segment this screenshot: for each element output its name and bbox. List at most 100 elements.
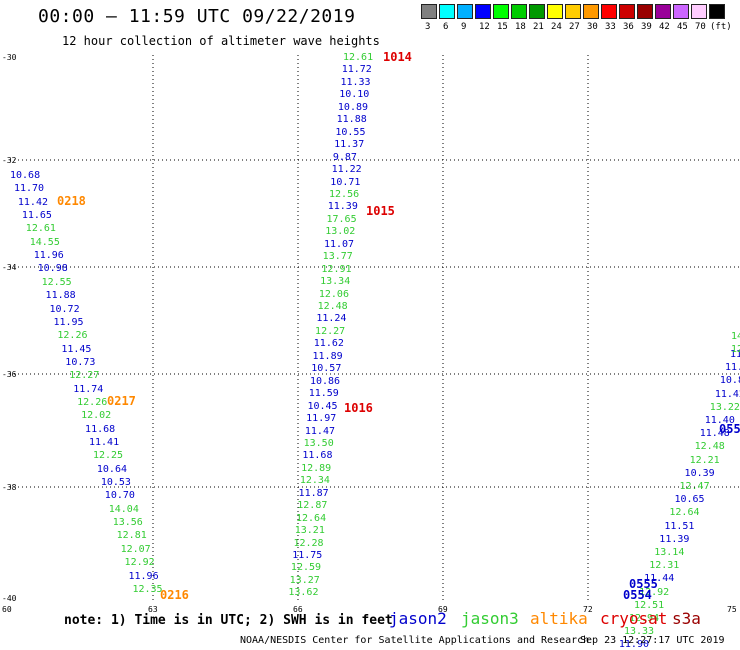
- wave-height-label: 10.71: [330, 176, 361, 188]
- wave-height-label: 13.14: [654, 547, 685, 558]
- wave-height-label: 12.81: [116, 530, 147, 542]
- wave-height-label: 11.68: [85, 423, 116, 435]
- legend-label: 15: [497, 22, 508, 32]
- legend-label: 24: [551, 22, 562, 32]
- lon-tick: 69: [438, 605, 448, 614]
- legend-swatch: [439, 4, 455, 19]
- wave-height-label: 10.73: [65, 356, 96, 368]
- lon-tick: 66: [293, 605, 303, 614]
- legend-label: (ft): [710, 22, 732, 32]
- wave-height-label: 10.45: [307, 400, 338, 412]
- legend-label: 39: [641, 22, 652, 32]
- wave-height-label: 13.56: [112, 517, 143, 529]
- legend-label: 42: [659, 22, 670, 32]
- wave-height-label: 12.27: [315, 325, 346, 337]
- wave-height-label: 12.61: [25, 223, 56, 235]
- wave-height-label: 11.62: [313, 338, 344, 350]
- wave-height-label: 13.50: [303, 437, 334, 449]
- legend-swatch: [709, 4, 725, 19]
- wave-height-label: 11.47: [304, 425, 335, 437]
- wave-height-label: 10.72: [49, 303, 80, 315]
- note: note: 1) Time is in UTC; 2) SWH is in fe…: [64, 613, 393, 628]
- wave-height-label: 13.34: [320, 276, 351, 288]
- legend-swatch: [655, 4, 671, 19]
- wave-height-label: 12.92: [639, 586, 670, 598]
- legend-label: 30: [587, 22, 598, 32]
- wave-height-label: 12.91: [321, 263, 352, 275]
- map-title: 00:00 – 11:59 UTC 09/22/2019: [38, 6, 356, 27]
- wave-height-label: 12.94: [629, 613, 660, 624]
- time-marker: 1014: [383, 50, 412, 64]
- legend-label: 21: [533, 22, 544, 32]
- wave-height-label: 13.77: [322, 251, 353, 263]
- lat-tick: -36: [2, 370, 17, 379]
- wave-height-label: 11.40: [704, 415, 735, 426]
- legend-swatch: [637, 4, 653, 19]
- sat-altika: altika: [530, 609, 588, 628]
- legend-label: 3: [425, 22, 431, 32]
- wave-height-label: 9.87: [332, 151, 357, 163]
- legend-label: 70: [695, 22, 706, 32]
- wave-height-label: 12.02: [81, 410, 112, 422]
- legend-swatch: [601, 4, 617, 19]
- wave-height-label: 11.97: [306, 413, 337, 425]
- legend-swatch: [511, 4, 527, 19]
- wave-height-label: 13.22: [709, 401, 740, 413]
- map-subtitle: 12 hour collection of altimeter wave hei…: [62, 34, 380, 48]
- wave-height-label: 14.04: [108, 503, 139, 515]
- wave-height-label: 12.55: [41, 276, 72, 288]
- wave-height-label: 11.45: [61, 343, 92, 355]
- wave-height-label: 11.74: [73, 383, 104, 395]
- time-marker: 0554: [623, 588, 652, 602]
- legend-swatch: [457, 4, 473, 19]
- generated-timestamp: Sep 23 12:27:17 UTC 2019: [580, 635, 725, 646]
- legend-swatch: [493, 4, 509, 19]
- wave-height-label: 11.33: [340, 76, 371, 88]
- wave-height-label: 10.86: [309, 375, 341, 387]
- wave-height-label: 11.37: [334, 139, 365, 151]
- legend-label: 18: [515, 22, 526, 32]
- wave-height-label: 12.64: [296, 512, 327, 524]
- wave-height-label: 11.88: [336, 114, 367, 126]
- wave-height-label: 12.89: [301, 462, 332, 474]
- wave-height-label: 12.27: [69, 370, 100, 382]
- wave-height-label: 10.10: [339, 89, 370, 101]
- wave-height-label: 13.62: [288, 587, 319, 599]
- wave-height-label: 12.47: [679, 481, 710, 492]
- wave-height-label: 11.90: [618, 639, 649, 650]
- wave-height-label: 12.26: [77, 396, 108, 408]
- wave-height-label: 12.34: [299, 475, 330, 487]
- time-marker: 0555: [629, 577, 658, 591]
- legend-swatch: [583, 4, 599, 19]
- wave-height-label: 10.39: [684, 467, 715, 479]
- legend-label: 9: [461, 22, 467, 32]
- wave-height-label: 11.22: [331, 164, 362, 176]
- wave-height-label: 13.27: [289, 574, 320, 586]
- wave-height-label: 11.87: [298, 487, 329, 499]
- wave-height-label: 12.92: [124, 557, 155, 569]
- legend-label: 6: [443, 22, 449, 32]
- time-marker: 055: [719, 422, 740, 436]
- wave-height-label: 12.35: [132, 583, 163, 595]
- wave-height-label: 11.20: [724, 362, 740, 374]
- wave-height-label: 10.89: [337, 101, 369, 113]
- wave-height-label: 10.65: [674, 494, 705, 506]
- legend-swatch: [547, 4, 563, 19]
- wave-height-label: 12.48: [694, 441, 725, 453]
- time-marker: 0216: [160, 588, 189, 602]
- wave-height-label: 10.98: [37, 263, 68, 275]
- wave-height-label: 10.70: [104, 490, 135, 502]
- wave-height-label: 11.42: [714, 388, 740, 400]
- lat-tick: -40: [2, 594, 17, 603]
- legend-swatch: [691, 4, 707, 19]
- wave-height-label: 13.02: [325, 226, 356, 238]
- wave-height-label: 11.65: [21, 210, 52, 222]
- lat-tick: -38: [2, 483, 17, 492]
- lon-tick: 75: [727, 605, 737, 614]
- wave-height-label: 11.72: [341, 64, 372, 76]
- wave-height-label: 12.06: [318, 288, 349, 300]
- wave-height-label: 12: [731, 344, 740, 355]
- wave-height-label: 10.53: [100, 477, 131, 489]
- lon-tick: 72: [583, 605, 593, 614]
